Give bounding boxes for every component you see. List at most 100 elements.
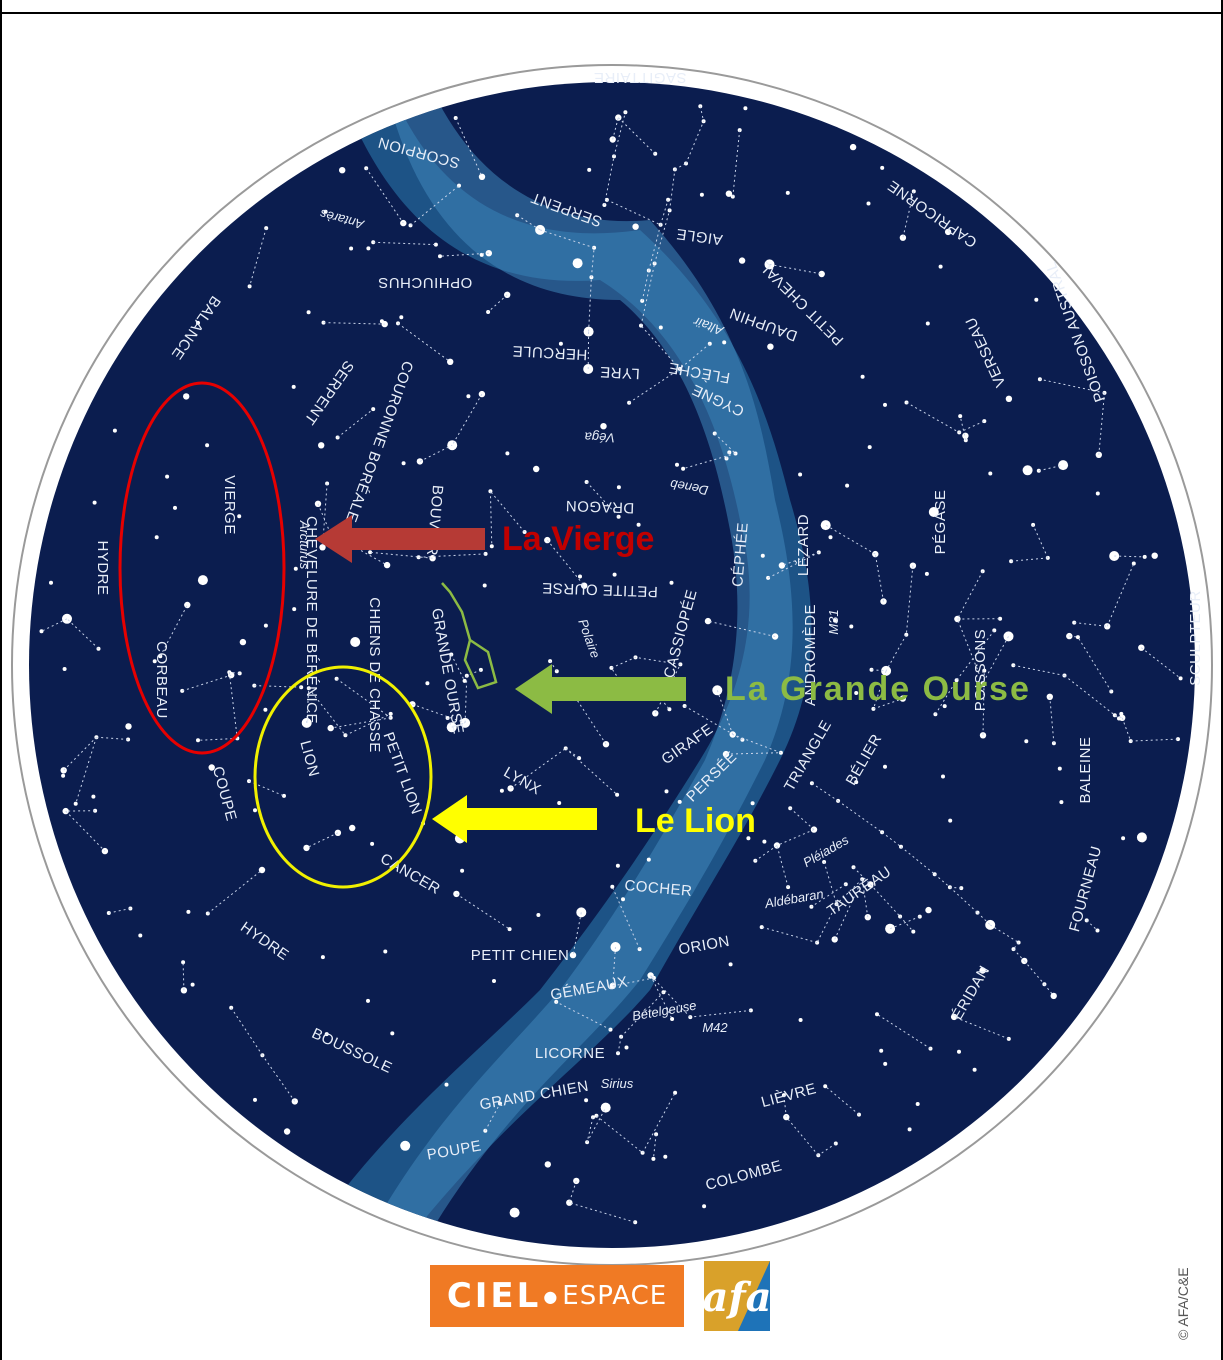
constellation-line	[306, 688, 310, 723]
star-dot	[492, 979, 496, 983]
star-dot	[915, 1102, 920, 1106]
logo-ciel-text: CIEL	[446, 1276, 542, 1316]
constellation-line	[783, 1095, 787, 1118]
star-dot	[263, 707, 268, 712]
star-dot	[624, 1045, 629, 1050]
star-dot	[383, 561, 391, 569]
constellation-line	[490, 490, 525, 533]
constellation-line	[669, 169, 676, 211]
star-dot	[536, 913, 541, 917]
constellation-line	[197, 737, 238, 741]
constellation-label: ANDROMÈDE	[802, 604, 819, 706]
star-dot	[957, 1049, 961, 1054]
constellation-line	[1077, 636, 1112, 692]
star-dot	[533, 465, 540, 473]
star-dot	[196, 738, 200, 743]
star-dot	[699, 192, 704, 197]
star-dot	[197, 575, 208, 586]
constellation-line	[934, 679, 958, 715]
copyright: © AFA/C&E	[1175, 1267, 1191, 1340]
constellation-line	[881, 831, 902, 848]
star-dot	[704, 617, 712, 625]
star-dot	[460, 868, 465, 873]
star-dot	[962, 432, 969, 439]
constellation-line	[456, 893, 510, 930]
star-dot	[505, 451, 510, 456]
milky-way	[300, 82, 812, 1248]
star-dot	[1136, 832, 1147, 843]
star-dot	[849, 143, 857, 151]
star-dot	[205, 443, 210, 448]
star-dot	[1075, 635, 1080, 640]
constellation-line	[824, 1085, 860, 1115]
constellation-line	[484, 1103, 501, 1131]
constellation-line	[565, 748, 618, 796]
star-dot	[1121, 836, 1126, 841]
constellation-line	[412, 703, 466, 724]
star-dot	[1024, 739, 1029, 744]
star-dot	[447, 358, 454, 365]
star-dot	[291, 384, 296, 389]
star-dot	[173, 505, 177, 510]
constellation-line	[982, 670, 985, 736]
constellation-line	[956, 570, 984, 620]
star-dot	[958, 414, 963, 419]
constellation-line	[370, 551, 433, 559]
constellation-line	[489, 491, 493, 547]
constellation-line	[1013, 942, 1019, 950]
constellation-line	[612, 977, 654, 987]
constellation-line	[652, 1134, 657, 1159]
star-dot	[1057, 766, 1062, 771]
constellation-label: HYDRE	[94, 540, 111, 595]
star-dot	[478, 173, 486, 180]
star-dot	[681, 466, 686, 471]
star-dot	[152, 659, 157, 664]
constellation-line	[330, 717, 391, 729]
constellation-line	[1074, 622, 1108, 627]
star-dot	[866, 201, 871, 206]
constellation-label: DRAGON	[565, 497, 634, 516]
star-dot	[92, 500, 97, 505]
constellation-line	[679, 343, 711, 370]
star-dot	[578, 574, 582, 579]
star-label: Sirius	[601, 1076, 634, 1091]
constellation-line	[611, 656, 636, 669]
star-dot	[319, 544, 326, 551]
constellation-line	[836, 878, 863, 905]
star-dot	[544, 1161, 551, 1168]
star-dot	[938, 264, 943, 269]
star-dot	[658, 325, 663, 330]
constellation-line	[108, 908, 131, 914]
constellation-label: BALEINE	[1077, 737, 1094, 804]
constellation-label: SCULPTEUR	[1187, 590, 1204, 685]
constellation-line	[949, 886, 962, 889]
star-dot	[728, 962, 733, 967]
star-dot	[828, 535, 833, 540]
star-dot	[1178, 676, 1183, 681]
star-dot	[767, 343, 774, 350]
star-dot	[366, 998, 370, 1003]
star-dot	[584, 1098, 589, 1103]
star-dot	[702, 1204, 707, 1209]
star-dot	[616, 485, 621, 490]
constellation-line	[956, 630, 995, 681]
constellation-line	[336, 678, 391, 719]
constellation-label: PETIT CHIEN	[471, 947, 570, 964]
constellation-line	[853, 866, 871, 885]
constellation-line	[322, 483, 328, 548]
star-dot	[785, 190, 790, 195]
constellation-line	[1140, 647, 1181, 679]
star-dot	[453, 890, 460, 898]
star-dot	[820, 520, 831, 531]
star-dot	[743, 106, 748, 111]
constellation-line	[603, 156, 615, 206]
constellation-line	[1114, 714, 1123, 719]
constellation-line	[811, 782, 839, 802]
star-dot	[73, 801, 78, 806]
constellation-line	[451, 722, 466, 728]
constellation-label: LÉZARD	[795, 514, 812, 576]
star-dot	[670, 1017, 675, 1021]
afa-logo-text: afa	[702, 1274, 771, 1321]
star-dot	[263, 623, 268, 628]
